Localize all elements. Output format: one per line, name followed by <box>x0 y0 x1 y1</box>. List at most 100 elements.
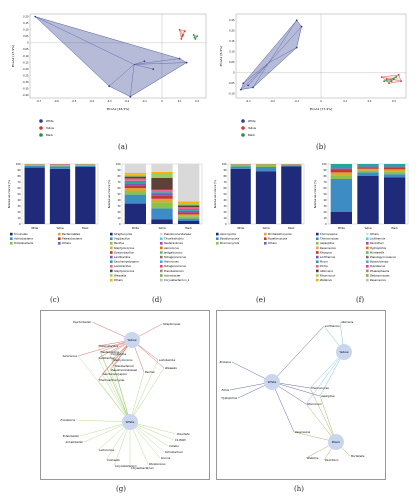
y-tick-label: 0.05 <box>229 61 235 64</box>
bar-segment <box>49 165 71 167</box>
legend-swatch <box>160 255 163 259</box>
legend-label: Streptomyces <box>114 232 133 236</box>
network-edge <box>79 421 131 437</box>
hub-label-yellow: Yellow <box>127 338 137 342</box>
bar-segment <box>24 164 45 166</box>
y-tick-label: 30 <box>223 205 227 208</box>
bar-segment <box>124 178 146 181</box>
legend-label-black: Black <box>248 133 256 137</box>
legend-swatch <box>58 237 61 240</box>
hub-label-white: White <box>126 420 135 424</box>
taxon-label: Bacillus <box>145 370 155 374</box>
data-point-yellow <box>380 76 383 78</box>
taxon-label: Brevibacterium <box>115 364 135 368</box>
bar-segment <box>178 210 200 213</box>
legend-swatch <box>316 246 319 250</box>
bar-segment <box>178 214 200 217</box>
taxon-label: Hyphopichia <box>221 396 237 400</box>
y-tick-label: 30 <box>323 205 327 208</box>
legend-swatch <box>110 255 113 259</box>
legend-label-black: Black <box>46 133 54 137</box>
bar-segment <box>151 202 173 209</box>
bar-segment <box>178 209 200 211</box>
taxon-label: C1-B045 <box>175 438 186 442</box>
legend-label: Lentibacillus <box>114 255 131 259</box>
legend-marker-yellow <box>39 126 43 130</box>
legend-swatch <box>366 278 369 282</box>
category-label: White <box>338 227 345 230</box>
network-edge <box>271 325 325 383</box>
legend-label-white: White <box>248 119 256 123</box>
bar-segment <box>124 176 146 179</box>
bar-segment <box>178 205 200 208</box>
data-point-yellow <box>400 80 403 83</box>
bar-segment <box>124 173 146 175</box>
network-edge <box>129 367 165 423</box>
hub-node-white <box>264 374 280 390</box>
x-tick-label: 0.1 <box>343 100 347 103</box>
x-tick-label: 0 <box>161 100 163 103</box>
legend-label: Brevibacterium <box>164 269 184 273</box>
data-point-yellow <box>180 38 183 40</box>
legend-swatch <box>316 269 319 273</box>
y-tick-label: -0.10 <box>22 55 29 58</box>
centroid-spoke <box>240 62 269 90</box>
centroid-spoke <box>384 79 391 82</box>
hub-label-yellow: Yellow <box>339 350 349 354</box>
bar-segment <box>178 218 200 221</box>
bar-segment <box>151 195 173 199</box>
bar-segment <box>330 168 352 170</box>
y-tick-label: 80 <box>17 175 21 178</box>
x-tick-label: -0.4 <box>89 100 94 103</box>
legend-marker-white <box>39 119 43 123</box>
scatter-marks <box>34 15 199 98</box>
legend-label: Nesterenkonia <box>164 241 183 245</box>
legend-swatch <box>366 237 369 240</box>
x-tick-label: -0.2 <box>270 100 275 103</box>
legend-label: Pichia <box>320 264 328 268</box>
bar-segment <box>151 198 173 203</box>
y-tick-label: 10 <box>17 217 21 220</box>
bar-segment <box>330 164 352 169</box>
taxon-label: Cobetia <box>169 444 179 448</box>
y-tick-label: 30 <box>117 205 121 208</box>
network-edges <box>75 321 177 468</box>
legend-swatch <box>10 242 13 245</box>
network-edge <box>319 395 337 443</box>
legend-label: Others <box>268 241 277 245</box>
legend-swatch <box>160 278 163 282</box>
legend-swatch <box>110 265 113 268</box>
taxon-label: Lactococcus <box>99 448 115 452</box>
category-label: Black <box>391 227 398 230</box>
taxon-label: Kocuria <box>161 456 171 460</box>
data-point-black <box>193 36 196 39</box>
data-point-white <box>34 15 37 18</box>
legend-label: Halomonas <box>164 260 179 264</box>
y-axis-label: Relative abundance (%) <box>314 180 317 209</box>
bar-segment <box>124 185 146 188</box>
legend-swatch <box>366 242 369 245</box>
taxon-label: Weissella <box>165 366 177 370</box>
legend-swatch <box>110 260 113 263</box>
legend-label: Lactobacillus <box>114 264 132 268</box>
taxon-label: Thermoactinomyces <box>99 378 125 382</box>
network-edge <box>97 357 131 423</box>
taxon-label: Staphylococcus <box>113 358 133 362</box>
caption-a: (a) <box>118 143 128 151</box>
data-point-white <box>295 19 298 22</box>
legend-marker-black <box>39 133 43 137</box>
legend-label: Actinobacter <box>163 273 181 277</box>
y-tick-label: 10 <box>223 217 227 220</box>
legend-label: Patescibacteria <box>62 237 82 241</box>
legend-swatch <box>110 242 113 245</box>
bar-segment <box>151 177 173 190</box>
legend-swatch <box>216 242 219 245</box>
y-tick-label: -0.05 <box>22 48 29 51</box>
x-tick-label: 0.3 <box>392 100 396 103</box>
data-point-white <box>143 60 146 63</box>
legend-label: Debaryomyces <box>370 273 390 277</box>
legend-label-yellow: Yellow <box>46 126 55 130</box>
centroid-spoke <box>130 64 135 97</box>
legend-marker-black <box>241 133 245 137</box>
legend-label: Staphylococcus <box>114 269 135 273</box>
